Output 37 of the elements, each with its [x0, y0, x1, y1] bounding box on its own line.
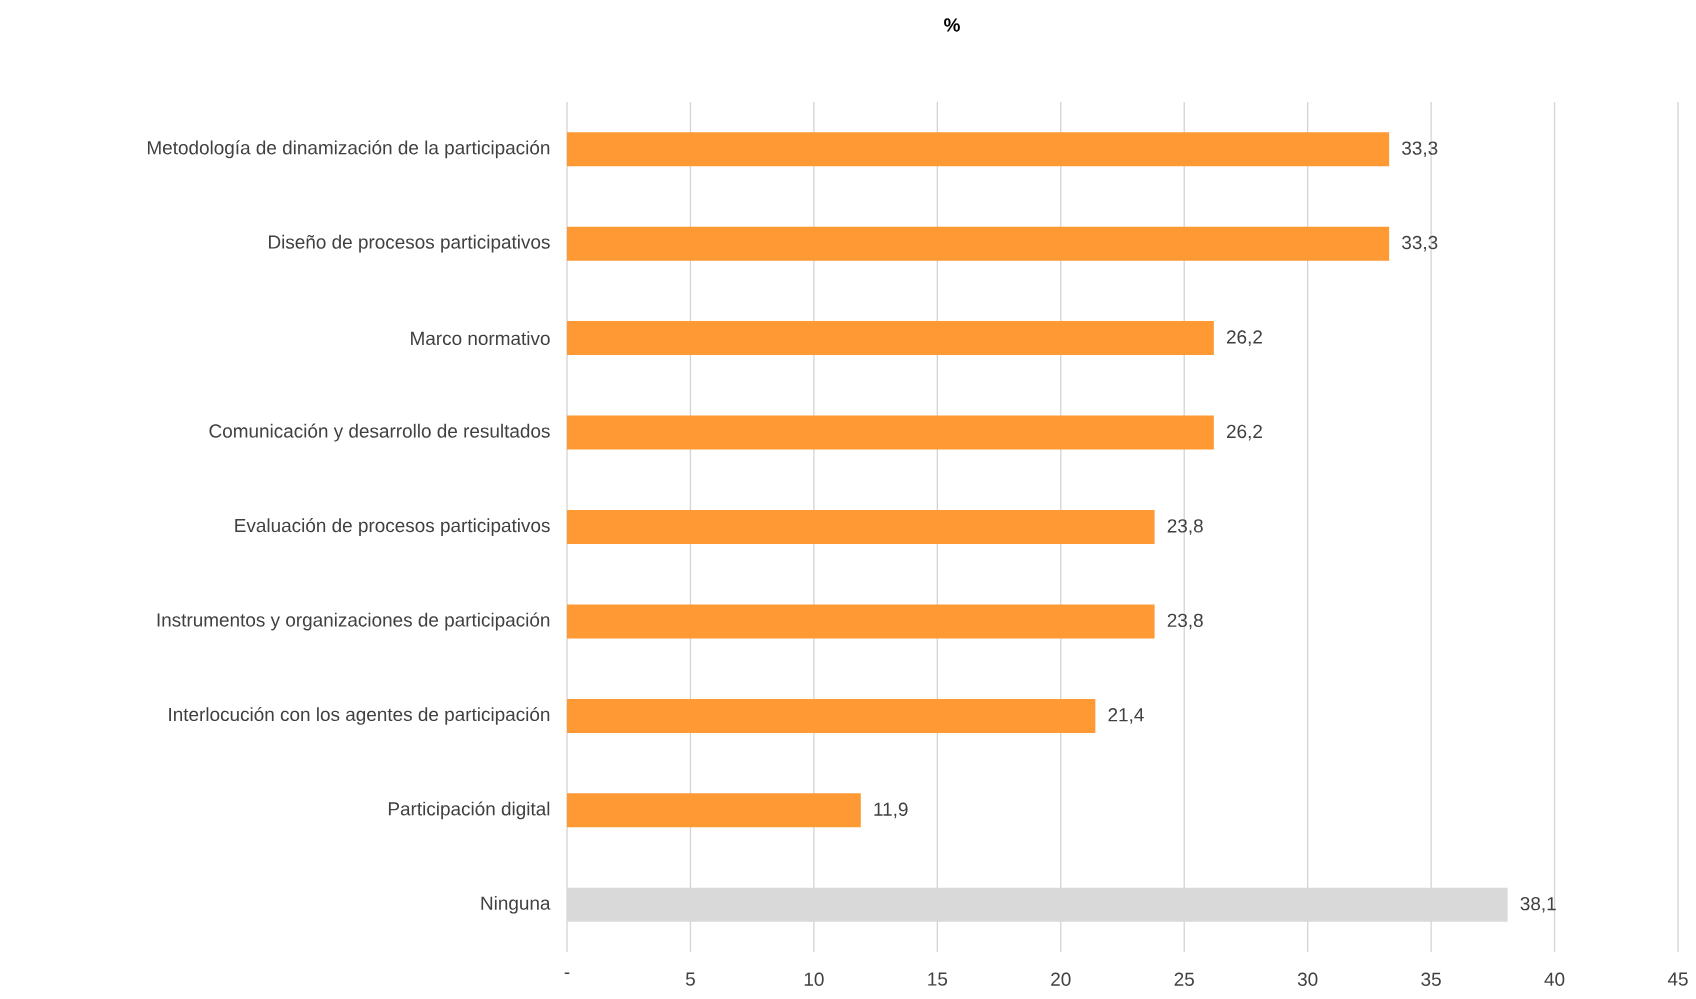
data-label: 11,9 — [874, 802, 908, 819]
bar — [567, 604, 1155, 639]
x-tick-label: 35 — [1421, 972, 1441, 986]
data-label: 33,3 — [1402, 141, 1438, 158]
chart-title: % — [944, 18, 960, 32]
x-tick-label: 25 — [1174, 972, 1194, 986]
y-tick-label: Diseño de procesos participativos — [269, 234, 550, 253]
data-label: 23,8 — [1167, 519, 1203, 535]
bar — [567, 793, 861, 828]
y-tick-label: Evaluación de procesos participativos — [235, 518, 550, 536]
x-tick-label: 20 — [1051, 972, 1071, 986]
y-tick-label: Participación digital — [388, 801, 550, 820]
x-tick-label: 40 — [1544, 972, 1565, 986]
x-tick-label: - — [564, 972, 570, 975]
data-label: 21,4 — [1108, 708, 1144, 724]
x-tick-label: 15 — [928, 972, 948, 986]
bar — [567, 415, 1214, 450]
y-tick-label: Instrumentos y organizaciones de participación — [157, 612, 550, 631]
y-tick-label: Ninguna — [481, 895, 551, 914]
x-tick-label: 10 — [804, 972, 824, 986]
data-label: 23,8 — [1167, 613, 1203, 630]
bar — [567, 226, 1390, 261]
y-tick-label: Interlocución con los agentes de participación — [169, 706, 550, 725]
x-tick-label: 30 — [1297, 972, 1318, 986]
data-label: 26,2 — [1226, 330, 1262, 346]
bar — [567, 132, 1390, 167]
data-label: 33,3 — [1402, 235, 1438, 252]
y-tick-label: Metodología de dinamización de la participación — [147, 140, 550, 159]
y-tick-label: Comunicación y desarrollo de resultados — [209, 423, 550, 442]
bar — [567, 321, 1214, 356]
y-tick-label: Marco normativo — [411, 331, 550, 346]
data-label: 38,1 — [1520, 896, 1556, 913]
bar — [567, 698, 1096, 733]
x-tick-label: 45 — [1667, 972, 1688, 986]
data-label: 26,2 — [1226, 424, 1262, 441]
bar — [567, 510, 1155, 544]
x-tick-label: 5 — [685, 972, 695, 986]
